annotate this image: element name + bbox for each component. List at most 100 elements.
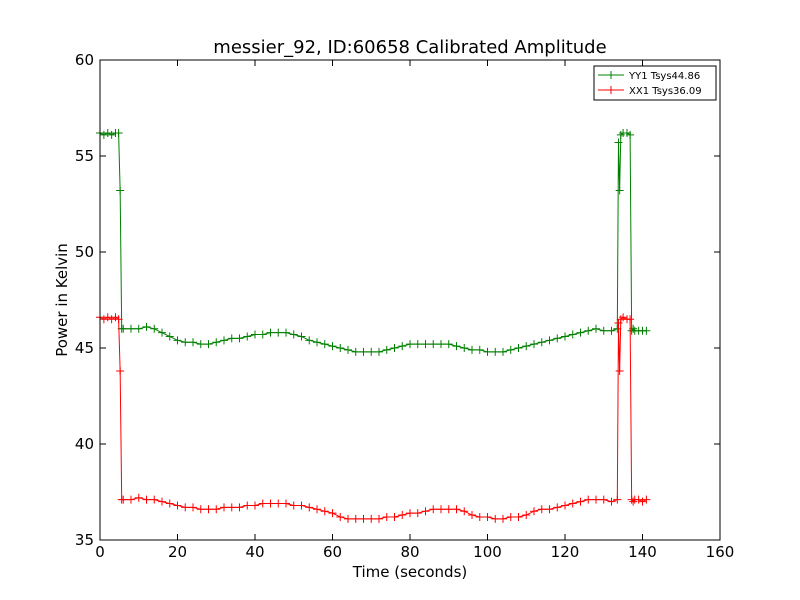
data-point <box>452 342 461 351</box>
x-tick-label: 20 <box>168 543 187 561</box>
data-point <box>189 338 197 347</box>
data-point <box>235 334 244 343</box>
data-point <box>165 499 174 508</box>
data-point <box>514 344 523 352</box>
y-tick-label: 50 <box>75 243 94 261</box>
data-point <box>561 332 569 341</box>
data-point <box>266 328 275 337</box>
data-point <box>220 336 228 345</box>
data-point <box>499 514 507 523</box>
data-point <box>114 315 123 324</box>
legend-box <box>593 65 717 101</box>
data-point <box>305 503 314 512</box>
data-point <box>134 493 143 502</box>
data-point <box>375 514 383 523</box>
data-point <box>584 326 593 335</box>
data-point <box>576 497 585 506</box>
data-point <box>320 507 329 516</box>
data-point <box>375 347 383 356</box>
x-tick-label: 0 <box>95 543 105 561</box>
data-point <box>351 514 360 523</box>
legend-marker <box>607 86 615 94</box>
data-point <box>429 505 438 514</box>
data-point <box>344 514 352 523</box>
data-point <box>282 328 290 337</box>
data-point <box>189 503 197 512</box>
data-point <box>444 340 453 349</box>
x-tick-label: 60 <box>323 543 342 561</box>
data-point <box>116 367 125 376</box>
data-point <box>638 497 647 506</box>
chart-title: messier_92, ID:60658 Calibrated Amplitud… <box>213 37 606 58</box>
data-point <box>475 345 484 354</box>
data-point <box>297 332 306 341</box>
data-point <box>530 507 538 516</box>
data-point <box>506 512 515 521</box>
data-point <box>158 497 166 506</box>
data-point <box>568 330 577 339</box>
data-point <box>460 507 469 516</box>
data-point <box>274 328 283 337</box>
data-point <box>460 344 469 352</box>
data-point <box>614 138 623 147</box>
data-point <box>491 514 500 523</box>
data-point <box>114 128 123 137</box>
data-point <box>181 503 190 512</box>
legend: YY1 Tsys44.86 XX1 Tsys36.09 <box>593 65 717 101</box>
data-point <box>406 340 414 349</box>
data-point <box>592 495 600 504</box>
data-point <box>483 512 492 521</box>
data-point <box>313 338 321 347</box>
data-point <box>235 503 244 512</box>
data-point <box>251 501 259 510</box>
data-point <box>99 315 108 324</box>
data-point <box>553 334 562 343</box>
data-point <box>629 497 638 506</box>
data-point <box>452 505 461 514</box>
data-point <box>499 347 507 356</box>
data-point <box>613 495 622 504</box>
data-point <box>506 345 515 354</box>
data-point <box>158 328 166 337</box>
data-point <box>305 336 314 345</box>
data-point <box>251 330 259 339</box>
data-point <box>103 128 112 137</box>
data-point <box>568 499 577 508</box>
data-point <box>274 499 283 508</box>
data-point <box>173 501 182 510</box>
series-2 <box>96 313 651 523</box>
y-tick-label: 35 <box>75 531 94 549</box>
data-point <box>227 334 236 343</box>
data-point <box>367 347 376 356</box>
data-point <box>615 367 624 376</box>
data-point <box>227 503 236 512</box>
series-1 <box>96 128 651 356</box>
data-point <box>576 328 585 337</box>
data-point <box>142 322 151 331</box>
data-point <box>320 340 329 349</box>
data-point <box>367 514 376 523</box>
legend-marker <box>607 71 615 79</box>
y-tick-label: 55 <box>75 147 94 165</box>
series-layer <box>96 128 651 523</box>
data-point <box>483 347 492 356</box>
plot-area <box>100 60 720 540</box>
data-point <box>266 499 275 508</box>
data-point <box>336 344 345 352</box>
data-point <box>258 330 267 339</box>
data-point <box>437 340 445 349</box>
data-point <box>545 505 554 514</box>
data-point <box>204 505 213 514</box>
data-point <box>626 315 635 324</box>
data-point <box>297 501 306 510</box>
data-point <box>429 340 438 349</box>
data-point <box>592 324 600 333</box>
data-point <box>328 342 337 351</box>
data-point <box>390 512 399 521</box>
data-point <box>599 326 608 335</box>
data-point <box>107 315 116 324</box>
data-point <box>165 332 174 341</box>
data-point <box>421 340 430 349</box>
data-point <box>173 336 182 345</box>
